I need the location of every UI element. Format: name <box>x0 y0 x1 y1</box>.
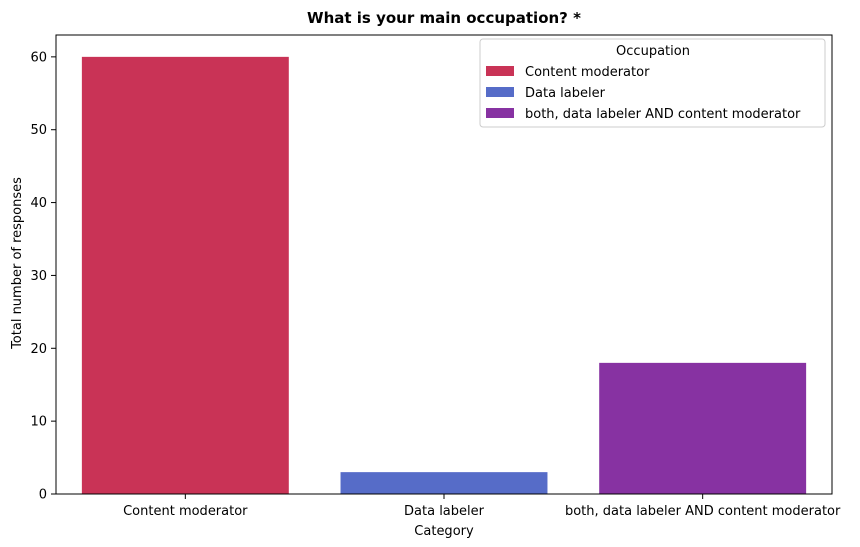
legend-swatch-0 <box>486 66 514 76</box>
legend-swatch-2 <box>486 108 514 118</box>
legend-frame <box>479 38 826 128</box>
y-tick-label-5: 50 <box>30 123 47 138</box>
y-axis-label: Total number of responses <box>10 177 25 350</box>
y-tick-label-6: 60 <box>30 50 47 65</box>
legend-swatch-1 <box>486 87 514 97</box>
x-tick-label-2: both, data labeler AND content moderator <box>565 504 841 519</box>
y-axis: 0 10 20 30 40 50 60 <box>30 50 56 503</box>
x-tick-label-1: Data labeler <box>404 504 485 519</box>
x-tick-label-0: Content moderator <box>123 504 248 519</box>
y-tick-label-1: 10 <box>30 415 47 430</box>
legend-entry-1: Data labeler <box>525 86 606 101</box>
bar-0 <box>81 56 289 494</box>
x-axis-label: Category <box>414 524 474 539</box>
bar-1 <box>340 472 548 494</box>
bar-2 <box>599 362 807 494</box>
y-tick-label-0: 0 <box>39 488 47 503</box>
plot-area <box>55 34 833 495</box>
legend: Occupation Content moderator Data labeler… <box>479 38 826 128</box>
legend-entry-2: both, data labeler AND content moderator <box>525 107 801 122</box>
legend-entry-0: Content moderator <box>525 65 650 80</box>
y-tick-label-2: 20 <box>30 342 47 357</box>
y-tick-label-4: 40 <box>30 196 47 211</box>
y-tick-label-3: 30 <box>30 269 47 284</box>
legend-title: Occupation <box>616 44 690 59</box>
chart-title: What is your main occupation? * <box>307 9 581 27</box>
x-axis: Content moderator Data labeler both, data … <box>123 494 841 519</box>
